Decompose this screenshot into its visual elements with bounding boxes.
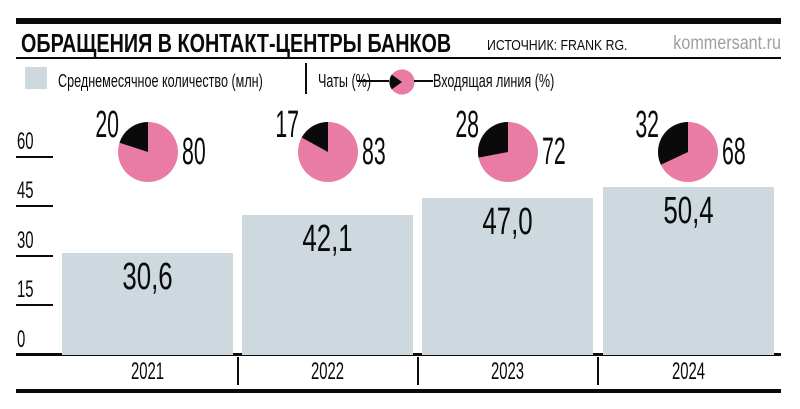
pie-chats-slice	[118, 122, 148, 152]
year-divider	[597, 357, 600, 385]
year-divider	[417, 357, 420, 385]
page-title: ОБРАЩЕНИЯ В КОНТАКТ-ЦЕНТРЫ БАНКОВ	[21, 28, 452, 58]
source-label: ИСТОЧНИК: FRANK RG.	[487, 37, 628, 54]
bar-value-label: 42,1	[302, 217, 353, 260]
bar-value-label: 47,0	[482, 201, 534, 244]
pie-incoming-value: 72	[541, 131, 566, 173]
x-axis-category-label: 2021	[130, 358, 165, 385]
bar-2024	[602, 187, 774, 355]
legend-connector-left	[357, 80, 389, 82]
y-tick-line	[16, 304, 53, 306]
top-rule	[16, 18, 781, 24]
bar-2022	[242, 214, 414, 355]
x-axis-category-label: 2024	[671, 358, 705, 385]
pie-chats-value: 32	[635, 104, 660, 146]
bar-2023	[422, 198, 594, 355]
pie-2024	[658, 122, 719, 182]
y-tick-label: 30	[17, 226, 34, 254]
bottom-rule	[16, 389, 781, 393]
legend-connector-right	[414, 80, 433, 82]
y-tick-line	[16, 205, 53, 207]
year-divider	[237, 357, 239, 385]
legend-divider	[305, 63, 307, 94]
x-axis-category-label: 2023	[491, 358, 525, 385]
pie-2022	[297, 122, 358, 182]
pie-chats-slice	[658, 122, 689, 165]
y-tick-label: 60	[17, 127, 34, 155]
pie-chats-value: 28	[455, 104, 479, 146]
y-tick-label: 0	[17, 325, 26, 353]
incoming-line-series-label: Входящая линия (%)	[433, 71, 555, 91]
pie-incoming-value: 80	[181, 131, 206, 173]
y-tick-line	[16, 155, 53, 158]
pie-chats-value: 20	[94, 104, 119, 146]
y-tick-line	[16, 254, 53, 257]
chats-series-label: Чаты (%)	[318, 71, 372, 91]
bar-series-swatch	[25, 67, 47, 89]
pie-legend-icon	[389, 69, 415, 95]
y-tick-label: 15	[17, 276, 34, 303]
x-axis-category-label: 2022	[311, 358, 345, 385]
pie-2023	[477, 122, 538, 182]
bar-2021	[62, 252, 233, 355]
pie-chats-slice	[477, 122, 508, 158]
bar-value-label: 30,6	[122, 255, 173, 298]
pie-incoming-value: 83	[361, 131, 386, 173]
pie-2021	[117, 122, 178, 182]
pie-chats-slice	[301, 122, 328, 152]
y-tick-label: 45	[17, 177, 34, 204]
pie-chats-value: 17	[275, 104, 299, 146]
bar-series-label: Среднемесячное количество (млн)	[58, 71, 263, 91]
site-label: kommersant.ru	[673, 33, 781, 54]
header-rule	[16, 57, 781, 59]
bar-value-label: 50,4	[662, 190, 714, 233]
pie-incoming-value: 68	[722, 131, 746, 173]
legend-pie-black-slice	[389, 74, 402, 90]
